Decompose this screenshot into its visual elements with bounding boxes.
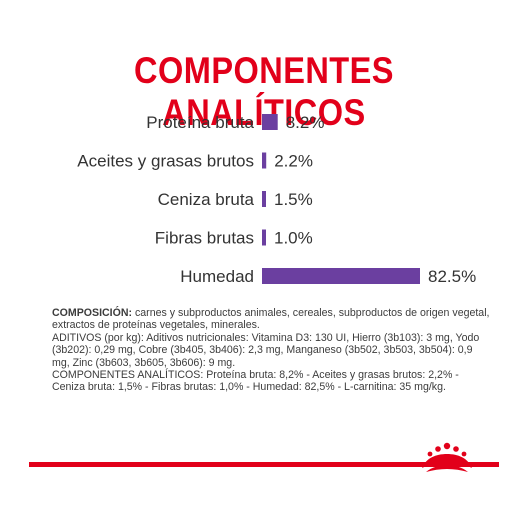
bar-chart: Proteína bruta 8.2% Aceites y grasas bruto… [77,113,476,286]
bar [262,114,278,130]
composition-label: COMPOSICIÓN: [52,307,133,319]
category-label: Fibras brutas [155,229,254,248]
analytical-text: COMPONENTES ANALÍTICOS: Proteína bruta: … [52,369,459,394]
composition-text: carnes y subproductos animales, cereales… [52,307,490,332]
category-label: Proteína bruta [146,113,254,132]
bar [262,229,266,246]
bar [262,152,267,169]
royal-canin-crown-logo-icon [422,442,472,472]
bar [262,191,266,207]
value-label: 2.2% [274,152,313,171]
category-label: Humedad [180,267,254,286]
value-label: 1.5% [274,190,313,209]
value-label: 8.2% [286,113,325,132]
chart-title: COMPONENTES ANALÍTICOS [134,50,394,133]
category-label: Aceites y grasas brutos [77,152,254,171]
composition-text-block: COMPOSICIÓN: carnes y subproductos anima… [52,307,492,394]
bar [262,268,420,284]
value-label: 82.5% [428,267,476,286]
additives-text: ADITIVOS (por kg): Aditivos nutricionale… [52,331,480,369]
value-label: 1.0% [274,229,313,248]
category-label: Ceniza bruta [158,190,255,209]
bottom-divider [29,462,499,467]
